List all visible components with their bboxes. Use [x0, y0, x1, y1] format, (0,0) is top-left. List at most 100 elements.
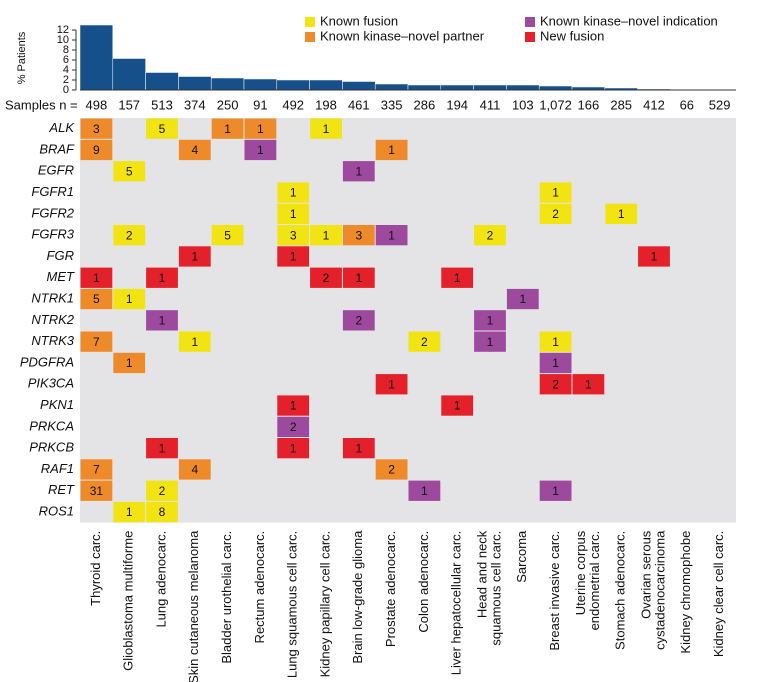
x-tick-label: Kidney chromophobe	[678, 531, 693, 654]
heatmap-cell	[342, 438, 375, 459]
gene-label: FGFR2	[31, 205, 74, 220]
heatmap-cell	[277, 395, 310, 416]
x-tick-label: Bladder urothelial carc.	[219, 531, 234, 664]
samples-label: Samples n =	[5, 97, 78, 112]
gene-label: RET	[48, 482, 75, 497]
sample-count: 157	[118, 97, 140, 112]
heatmap-cell	[342, 225, 375, 246]
sample-count: 198	[315, 97, 337, 112]
x-tick-label: Thyroid carc.	[88, 531, 103, 606]
cell-label: 1	[487, 335, 494, 349]
heatmap-cell	[80, 267, 113, 288]
heatmap-cell	[277, 438, 310, 459]
cell-label: 2	[290, 420, 297, 434]
x-tick-label: Breast invasive carc.	[547, 531, 562, 651]
cell-label: 1	[126, 505, 133, 519]
gene-label: FGR	[47, 248, 74, 263]
heatmap-cell	[506, 288, 539, 310]
gene-label: PRKCB	[29, 440, 74, 455]
cell-label: 1	[126, 356, 133, 370]
gene-label: MET	[47, 269, 76, 284]
heatmap-cell	[539, 182, 572, 203]
heatmap-cell	[113, 161, 146, 182]
heatmap-cell	[605, 203, 638, 224]
cell-label: 1	[159, 271, 166, 285]
heatmap-cell	[375, 374, 408, 395]
heatmap-cell	[211, 225, 244, 246]
gene-label: PKN1	[40, 397, 74, 412]
cell-label: 1	[126, 292, 133, 306]
cell-label: 4	[191, 463, 198, 477]
heatmap-cell	[113, 501, 146, 523]
bar	[538, 85, 573, 91]
x-tick-label: Prostate adenocarc.	[383, 531, 398, 647]
gene-label: EGFR	[38, 163, 74, 178]
heatmap-cell	[539, 374, 572, 395]
x-tick-label: Colon adenocarc.	[416, 531, 431, 633]
cell-label: 1	[618, 207, 625, 221]
y-tick-label: 8	[63, 44, 69, 56]
heatmap-cell	[146, 501, 178, 523]
x-tick-label: Sarcoma	[514, 530, 529, 583]
heatmap-cell	[539, 203, 572, 224]
cell-label: 2	[487, 228, 494, 242]
cell-label: 1	[323, 228, 330, 242]
heatmap-cell	[310, 118, 342, 139]
heatmap-cell	[244, 139, 277, 161]
heatmap-cell	[146, 438, 178, 459]
heatmap-cell	[277, 182, 310, 203]
cell-label: 31	[90, 484, 104, 498]
cell-label: 2	[552, 377, 559, 391]
heatmap-cell	[80, 459, 113, 480]
gene-label: ROS1	[39, 503, 74, 518]
x-tick-label: Liver hepatocellular carc.	[449, 531, 464, 676]
y-tick-label: 10	[57, 34, 69, 46]
gene-label: NTRK1	[31, 290, 74, 305]
heatmap-cell	[539, 331, 572, 352]
heatmap-cell	[113, 225, 146, 246]
x-tick-label: Kidney papillary cell carc.	[317, 531, 332, 678]
heatmap-cell	[441, 267, 474, 288]
cell-label: 1	[290, 186, 297, 200]
heatmap-cell	[638, 246, 670, 267]
heatmap-cell	[146, 310, 178, 331]
sample-count: 412	[643, 97, 665, 112]
heatmap-cell	[375, 139, 408, 161]
heatmap-cell	[408, 331, 441, 352]
bar	[276, 79, 310, 91]
y-tick-label: 12	[57, 24, 69, 36]
heatmap-cell	[178, 331, 211, 352]
cell-label: 1	[552, 484, 559, 498]
cell-label: 1	[323, 122, 330, 136]
gene-label: FGFR1	[31, 184, 74, 199]
x-tick-label: Ovarian serous	[638, 530, 653, 619]
heatmap-cell	[408, 480, 441, 501]
cell-label: 2	[421, 335, 428, 349]
cell-label: 1	[552, 186, 559, 200]
bar	[79, 24, 114, 91]
sample-count: 529	[709, 97, 731, 112]
gene-label: PRKCA	[29, 418, 74, 433]
bar	[440, 84, 474, 91]
cell-label: 7	[93, 335, 100, 349]
cell-label: 9	[93, 143, 100, 157]
heatmap-cell	[342, 161, 375, 182]
heatmap-cell	[342, 310, 375, 331]
cell-label: 5	[159, 122, 166, 136]
gene-label: FGFR3	[31, 227, 74, 242]
x-tick-label: Glioblastoma multiforme	[121, 531, 136, 671]
bar	[145, 72, 179, 91]
cell-label: 1	[552, 356, 559, 370]
cell-label: 2	[159, 484, 166, 498]
heatmap-cell	[572, 374, 605, 395]
legend-swatch	[525, 32, 535, 42]
heatmap-cell	[113, 288, 146, 310]
cell-label: 3	[290, 228, 297, 242]
cell-label: 2	[388, 463, 395, 477]
sample-count: 66	[680, 97, 694, 112]
sample-count: 194	[446, 97, 468, 112]
heatmap-cell	[277, 203, 310, 224]
heatmap-cell	[474, 331, 506, 352]
cell-label: 3	[93, 122, 100, 136]
